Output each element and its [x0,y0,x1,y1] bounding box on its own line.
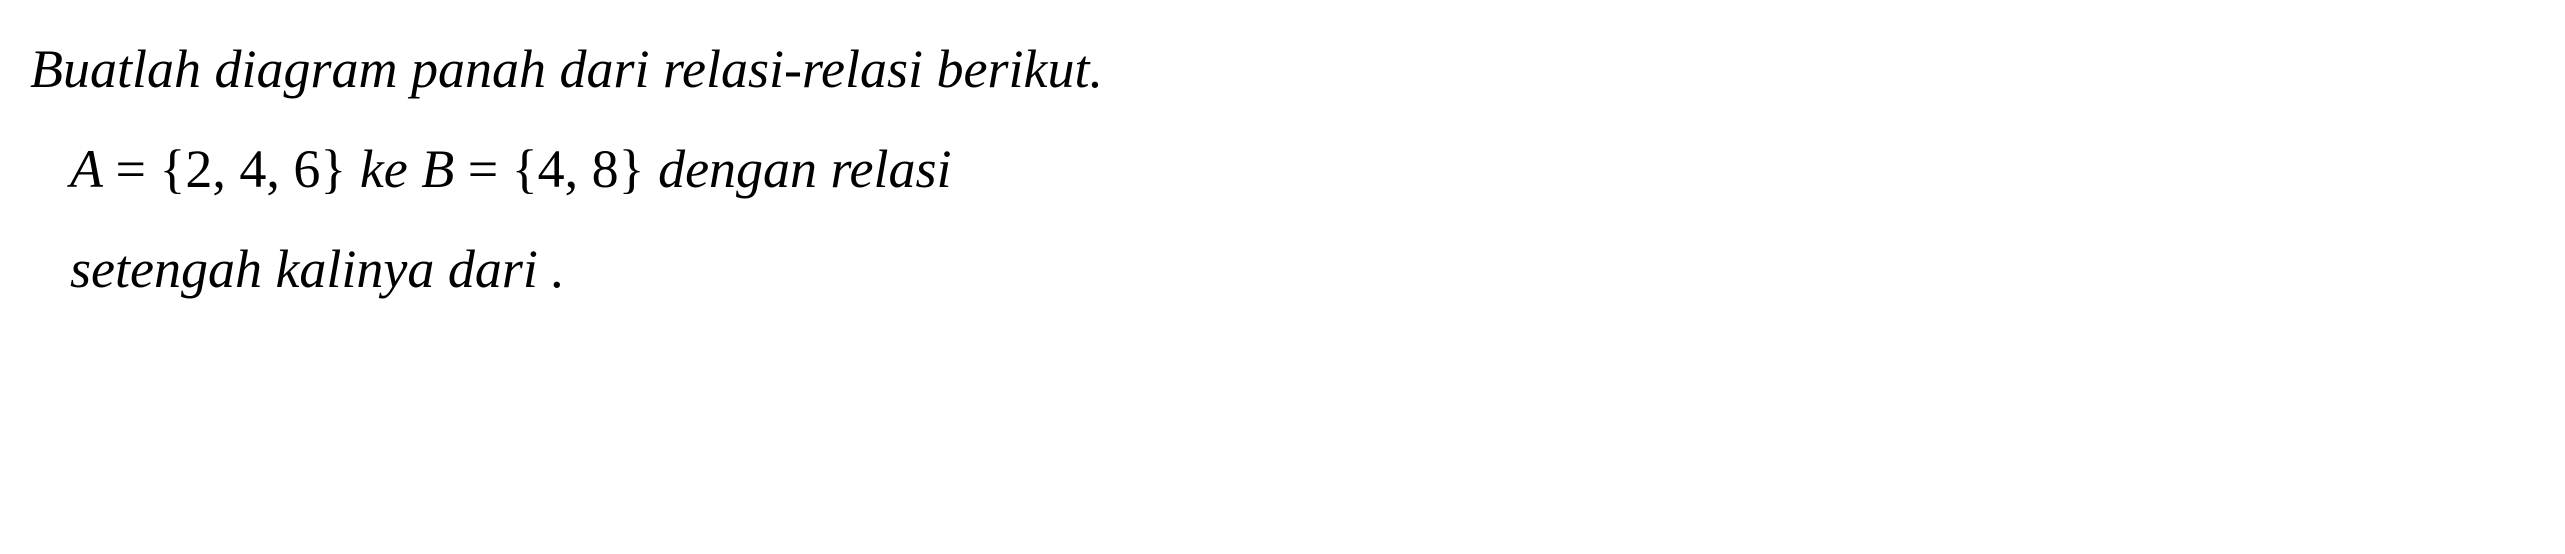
math-problem-text: Buatlah diagram panah dari relasi-relasi… [30,20,2535,320]
set-b-members: 4, 8 [538,139,619,199]
text-line-1: Buatlah diagram panah dari relasi-relasi… [30,20,2535,120]
ke-b-label: ke B [360,139,468,199]
text-line-3: setengah kalinya dari . [30,220,2535,320]
brace-open-2: { [512,139,538,199]
line3-content: setengah kalinya dari . [70,239,565,299]
line2-suffix: dengan relasi [658,139,951,199]
set-a-label: A [70,139,116,199]
brace-open-1: { [159,139,185,199]
brace-close-2: } [619,139,658,199]
text-line-2: A = {2, 4, 6} ke B = {4, 8} dengan relas… [30,120,2535,220]
equals-1: = [116,139,160,199]
equals-2: = [468,139,512,199]
line1-content: Buatlah diagram panah dari relasi-relasi… [30,39,1103,99]
brace-close-1: } [320,139,359,199]
set-a-members: 2, 4, 6 [185,139,320,199]
